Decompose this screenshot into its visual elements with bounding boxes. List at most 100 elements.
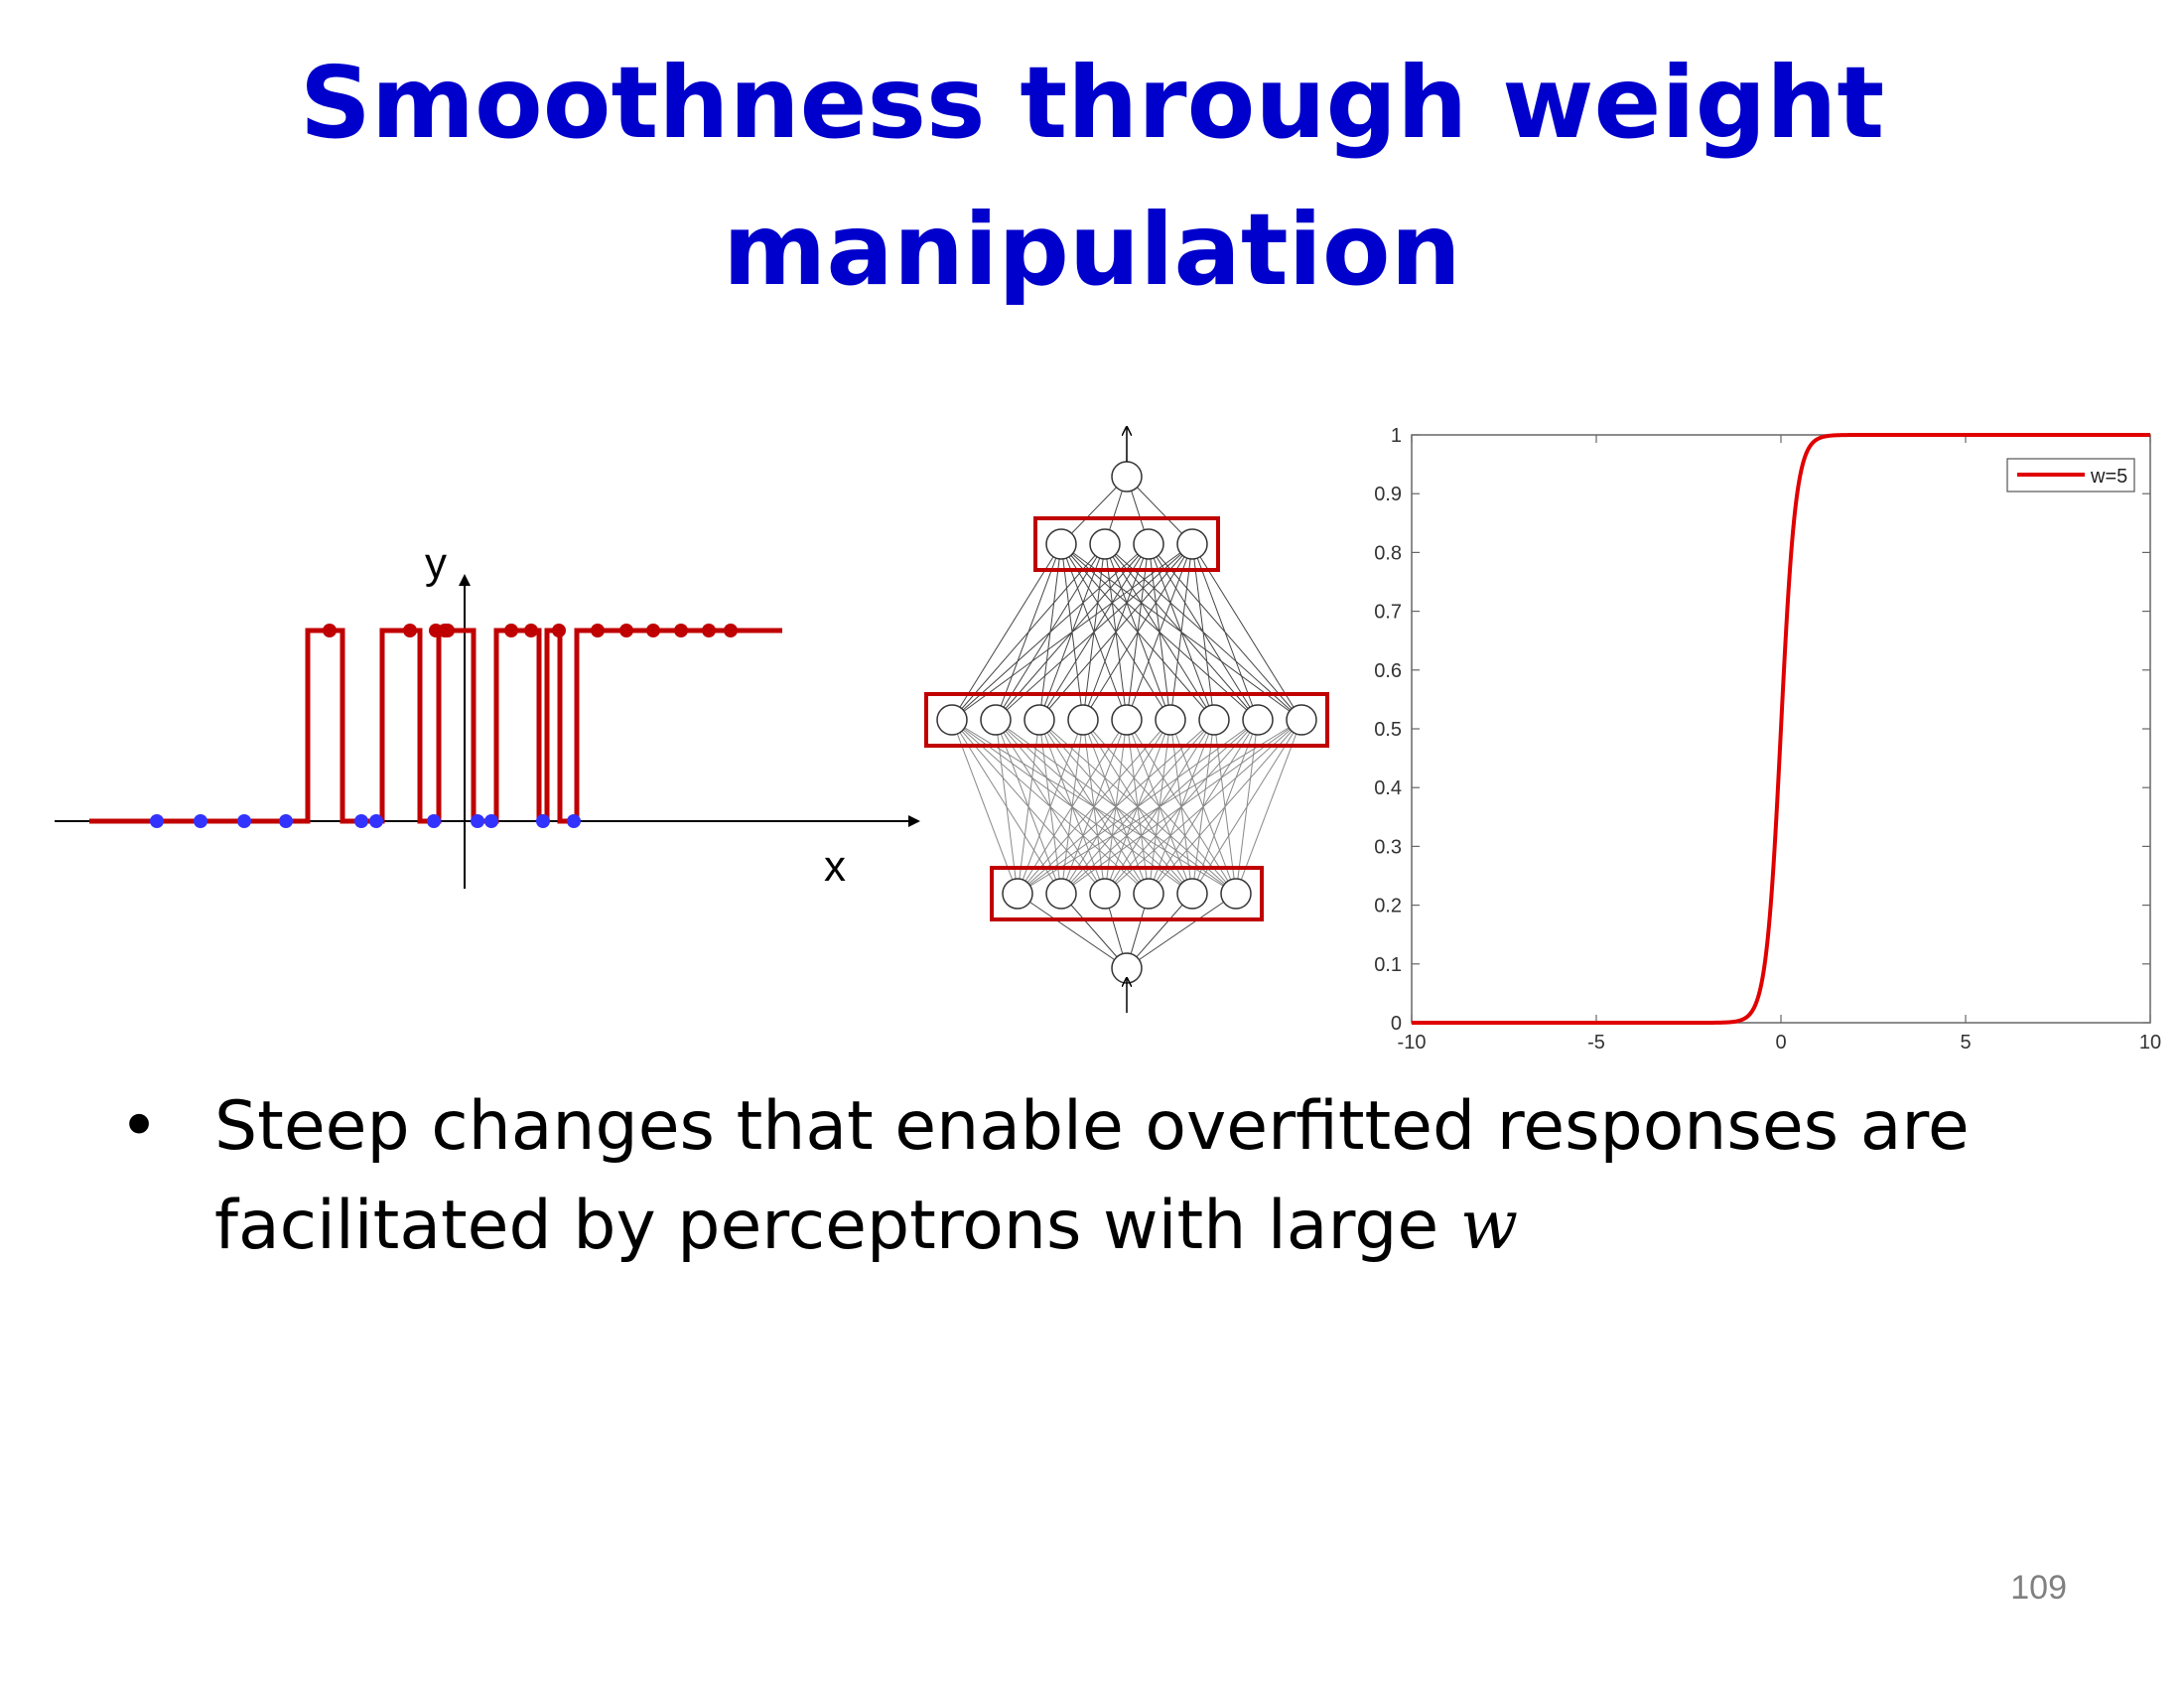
neuron <box>1286 704 1317 736</box>
x-axis-label: x <box>824 842 846 891</box>
neuron <box>1220 878 1252 910</box>
data-point-high <box>438 624 452 637</box>
neuron <box>1133 528 1164 560</box>
connection <box>1060 893 1128 969</box>
connection <box>1060 476 1128 545</box>
data-point-low <box>427 814 441 828</box>
connection <box>1148 543 1302 721</box>
neuron <box>1111 461 1143 492</box>
connection <box>951 719 1150 895</box>
connection <box>1126 893 1193 969</box>
layer-box <box>1033 516 1220 572</box>
y-tick-label: 0.3 <box>1374 836 1402 858</box>
connection <box>1213 719 1237 895</box>
connection <box>1126 476 1193 545</box>
neuron <box>936 704 968 736</box>
data-point-low <box>237 814 251 828</box>
neuron <box>1133 878 1164 910</box>
neuron <box>1089 528 1121 560</box>
neuron <box>1045 878 1077 910</box>
connection <box>1235 719 1302 895</box>
connection <box>951 719 1106 895</box>
connection <box>1060 543 1084 721</box>
data-point-high <box>591 624 605 637</box>
neuron <box>1089 878 1121 910</box>
data-point-low <box>471 814 484 828</box>
title-line-2: manipulation <box>723 192 1461 308</box>
bullet-variable: w <box>1459 1187 1519 1265</box>
y-tick-label: 0.4 <box>1374 777 1402 799</box>
data-point-high <box>323 624 337 637</box>
neuron <box>1111 704 1143 736</box>
data-point-high <box>619 624 633 637</box>
data-point-low <box>536 814 550 828</box>
y-tick-label: 0.9 <box>1374 484 1402 505</box>
connection <box>1017 893 1128 969</box>
legend-label: w=5 <box>2090 466 2127 488</box>
data-point-high <box>702 624 716 637</box>
connection <box>1235 719 1259 895</box>
data-point-low <box>150 814 164 828</box>
slide-title: Smoothness through weight manipulation <box>0 30 2184 324</box>
layer-box <box>990 866 1264 921</box>
neuron <box>1155 704 1186 736</box>
y-tick-label: 0.7 <box>1374 602 1402 624</box>
connection <box>951 719 1193 895</box>
step-data-points <box>150 624 738 828</box>
connection <box>1060 543 1215 721</box>
connection <box>951 719 1237 895</box>
connection <box>1191 543 1302 721</box>
axis-ticks: -10 -5 0 5 10 0 0.1 0.2 0.3 0.4 0.5 0.6 0.7 0.8 0.9 1 <box>1374 425 2161 1054</box>
neural-network-diagram <box>924 417 1329 1013</box>
y-axis-label: y <box>425 539 447 588</box>
bullet-text-body: Steep changes that enable overfitted res… <box>214 1087 1970 1265</box>
x-tick-label: 5 <box>1960 1032 1971 1054</box>
connection <box>1038 719 1237 895</box>
neuron <box>1198 704 1230 736</box>
y-tick-label: 0 <box>1391 1013 1402 1035</box>
layer-box <box>924 692 1329 748</box>
y-tick-label: 0.1 <box>1374 954 1402 976</box>
connection <box>1126 719 1237 895</box>
data-point-high <box>646 624 660 637</box>
x-tick-label: 10 <box>2139 1032 2161 1054</box>
connection <box>1060 543 1128 721</box>
step-function-plot: y x <box>55 539 920 891</box>
neuron <box>1176 878 1208 910</box>
data-point-low <box>279 814 293 828</box>
connection <box>1082 719 1237 895</box>
data-point-low <box>567 814 581 828</box>
neuron <box>1067 704 1099 736</box>
y-tick-label: 1 <box>1391 425 1402 447</box>
connection <box>1038 543 1062 721</box>
data-point-high <box>724 624 738 637</box>
data-point-high <box>504 624 518 637</box>
step-curve <box>89 628 782 824</box>
y-tick-label: 0.5 <box>1374 719 1402 741</box>
x-tick-label: -10 <box>1398 1032 1427 1054</box>
neuron <box>1242 704 1274 736</box>
data-point-low <box>369 814 383 828</box>
data-point-low <box>354 814 368 828</box>
bullet-text: Steep changes that enable overfitted res… <box>214 1077 2061 1276</box>
connection <box>1169 719 1237 895</box>
connection <box>951 543 1062 721</box>
data-point-high <box>674 624 688 637</box>
y-tick-label: 0.8 <box>1374 542 1402 564</box>
data-point-low <box>484 814 498 828</box>
data-point-low <box>194 814 207 828</box>
connection <box>1104 543 1302 721</box>
network-connections <box>951 476 1302 969</box>
data-point-high <box>524 624 538 637</box>
y-tick-label: 0.6 <box>1374 660 1402 682</box>
title-line-1: Smoothness through weight <box>299 45 1885 161</box>
neuron <box>1176 528 1208 560</box>
neuron <box>1045 528 1077 560</box>
sigmoid-chart: -10 -5 0 5 10 0 0.1 0.2 0.3 0.4 0.5 0.6 0.7 0.8 0.9 1 w… <box>1374 425 2161 1054</box>
network-neurons <box>936 461 1317 984</box>
data-point-high <box>403 624 417 637</box>
neuron <box>1002 878 1033 910</box>
connection <box>1060 543 1259 721</box>
connection <box>995 719 1237 895</box>
